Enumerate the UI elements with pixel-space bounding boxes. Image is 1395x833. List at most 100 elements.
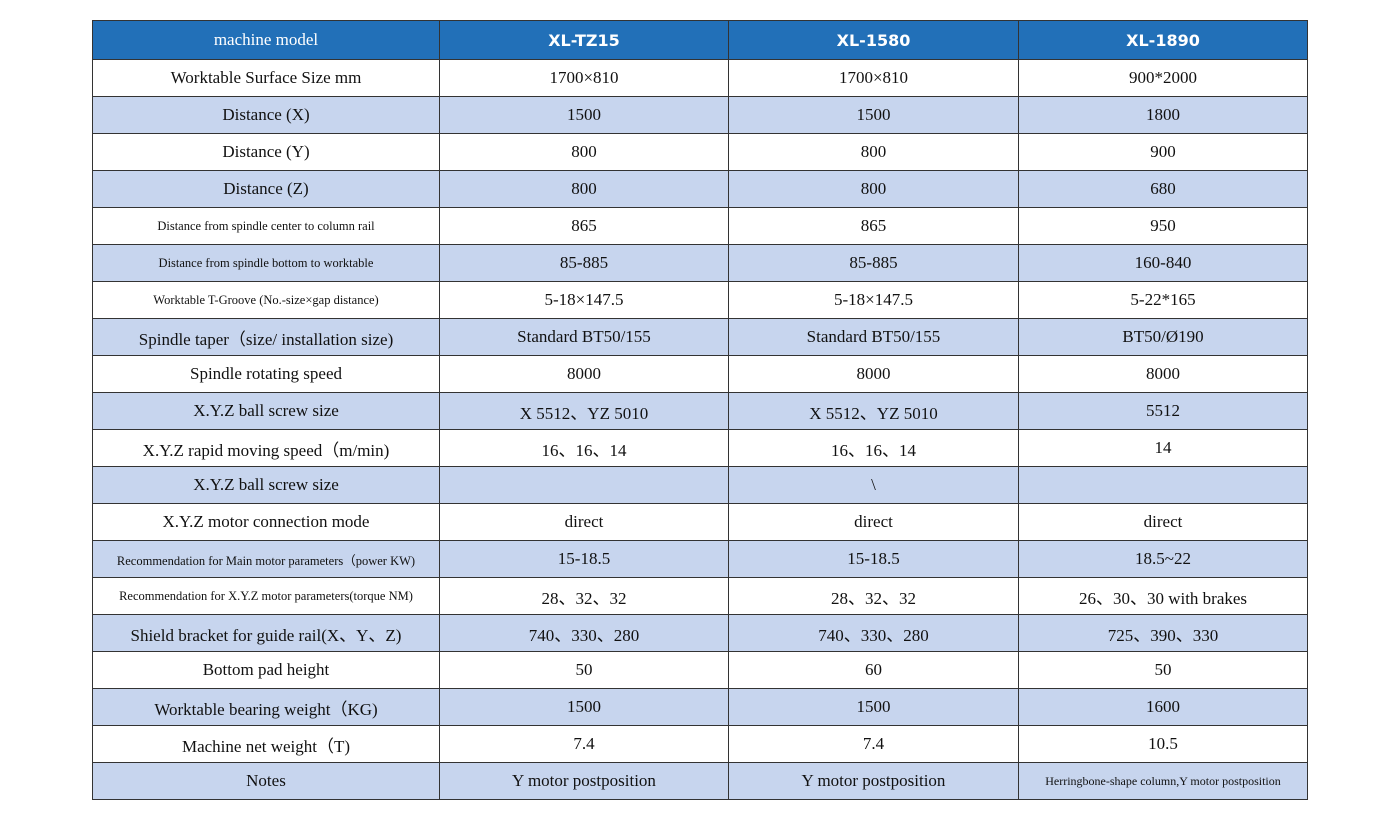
spec-value: 1700×810 (439, 59, 729, 97)
spec-value: 7.4 (728, 725, 1019, 763)
spec-value: 7.4 (439, 725, 729, 763)
spec-value: 740、330、280 (439, 614, 729, 652)
spec-value: 15-18.5 (439, 540, 729, 578)
spec-value: 1500 (728, 688, 1019, 726)
spec-value: 14 (1018, 429, 1308, 467)
spec-value: 800 (728, 133, 1019, 171)
table-body: Worktable Surface Size mm 1700×810 1700×81… (92, 59, 1308, 800)
spec-value: 26、30、30 with brakes (1018, 577, 1308, 615)
spec-value: 160-840 (1018, 244, 1308, 282)
spec-row: Bottom pad height 50 60 50 (92, 651, 1308, 689)
spec-value: 800 (439, 133, 729, 171)
spec-row: Worktable bearing weight（KG) 1500 1500 1600 (92, 688, 1308, 726)
spec-row: Shield bracket for guide rail(X、Y、Z) 740、… (92, 614, 1308, 652)
spec-value: Standard BT50/155 (439, 318, 729, 356)
spec-value: 740、330、280 (728, 614, 1019, 652)
spec-value: 725、390、330 (1018, 614, 1308, 652)
spec-label: X.Y.Z ball screw size (92, 392, 440, 430)
spec-label: Distance (Z) (92, 170, 440, 208)
spec-value: Herringbone-shape column,Y motor postpos… (1018, 762, 1308, 800)
spec-label: Machine net weight（T) (92, 725, 440, 763)
spec-value (1018, 466, 1308, 504)
spec-label: Bottom pad height (92, 651, 440, 689)
spec-value: direct (1018, 503, 1308, 541)
spec-value: 85-885 (728, 244, 1019, 282)
spec-value: Y motor postposition (728, 762, 1019, 800)
spec-label: Worktable T-Groove (No.-size×gap distanc… (92, 281, 440, 319)
spec-value: X 5512、YZ 5010 (439, 392, 729, 430)
spec-value: 5512 (1018, 392, 1308, 430)
spec-value: 8000 (1018, 355, 1308, 393)
spec-label: Spindle taper（size/ installation size) (92, 318, 440, 356)
spec-value: 60 (728, 651, 1019, 689)
spec-value: 5-22*165 (1018, 281, 1308, 319)
spec-value: 1800 (1018, 96, 1308, 134)
spec-row: Distance from spindle center to column r… (92, 207, 1308, 245)
header-row: machine model XL-TZ15 XL-1580 XL-1890 (92, 20, 1308, 60)
spec-row: Spindle rotating speed 8000 8000 8000 (92, 355, 1308, 393)
spec-value: 18.5~22 (1018, 540, 1308, 578)
spec-row: Worktable T-Groove (No.-size×gap distanc… (92, 281, 1308, 319)
spec-row: Recommendation for Main motor parameters… (92, 540, 1308, 578)
model-name: XL-TZ15 (439, 20, 729, 60)
spec-value: 50 (439, 651, 729, 689)
spec-label: X.Y.Z motor connection mode (92, 503, 440, 541)
spec-row: Distance (Z) 800 800 680 (92, 170, 1308, 208)
spec-row: X.Y.Z motor connection mode direct direct d… (92, 503, 1308, 541)
spec-value: 16、16、14 (728, 429, 1019, 467)
spec-label: Shield bracket for guide rail(X、Y、Z) (92, 614, 440, 652)
spec-value: direct (728, 503, 1019, 541)
spec-row: Worktable Surface Size mm 1700×810 1700×81… (92, 59, 1308, 97)
spec-value (439, 466, 729, 504)
spec-value: 865 (728, 207, 1019, 245)
spec-value: BT50/Ø190 (1018, 318, 1308, 356)
spec-row: Machine net weight（T) 7.4 7.4 10.5 (92, 725, 1308, 763)
spec-label: X.Y.Z rapid moving speed（m/min) (92, 429, 440, 467)
spec-value: 1500 (439, 96, 729, 134)
spec-row: Distance from spindle bottom to worktabl… (92, 244, 1308, 282)
spec-value: 10.5 (1018, 725, 1308, 763)
spec-value: 28、32、32 (728, 577, 1019, 615)
spec-row: Distance (Y) 800 800 900 (92, 133, 1308, 171)
header-label: machine model (92, 20, 440, 60)
spec-value: 1500 (439, 688, 729, 726)
spec-label: Distance from spindle center to column r… (92, 207, 440, 245)
spec-row: X.Y.Z rapid moving speed（m/min) 16、16、14 1… (92, 429, 1308, 467)
spec-value: 5-18×147.5 (728, 281, 1019, 319)
spec-value: \ (728, 466, 1019, 504)
spec-value: 5-18×147.5 (439, 281, 729, 319)
spec-value: Standard BT50/155 (728, 318, 1019, 356)
spec-label: Recommendation for Main motor parameters… (92, 540, 440, 578)
spec-row: Recommendation for X.Y.Z motor parameter… (92, 577, 1308, 615)
spec-value: 800 (439, 170, 729, 208)
spec-label: Recommendation for X.Y.Z motor parameter… (92, 577, 440, 615)
spec-label: Distance (Y) (92, 133, 440, 171)
spec-label: Worktable Surface Size mm (92, 59, 440, 97)
spec-value: 85-885 (439, 244, 729, 282)
spec-value: X 5512、YZ 5010 (728, 392, 1019, 430)
spec-value: 865 (439, 207, 729, 245)
spec-value: 8000 (439, 355, 729, 393)
spec-value: 1500 (728, 96, 1019, 134)
spec-label: Spindle rotating speed (92, 355, 440, 393)
spec-value: 28、32、32 (439, 577, 729, 615)
spec-value: 900*2000 (1018, 59, 1308, 97)
model-name: XL-1890 (1018, 20, 1308, 60)
spec-label: Distance from spindle bottom to worktabl… (92, 244, 440, 282)
spec-value: 900 (1018, 133, 1308, 171)
spec-value: Y motor postposition (439, 762, 729, 800)
spec-row: Spindle taper（size/ installation size) St… (92, 318, 1308, 356)
spec-value: 1700×810 (728, 59, 1019, 97)
spec-label: Notes (92, 762, 440, 800)
spec-row: Distance (X) 1500 1500 1800 (92, 96, 1308, 134)
model-name: XL-1580 (728, 20, 1019, 60)
spec-value: 680 (1018, 170, 1308, 208)
spec-row: Notes Y motor postposition Y motor postpos… (92, 762, 1308, 800)
spec-row: X.Y.Z ball screw size \ (92, 466, 1308, 504)
spec-value: 1600 (1018, 688, 1308, 726)
spec-label: Distance (X) (92, 96, 440, 134)
spec-value: 15-18.5 (728, 540, 1019, 578)
spec-label: Worktable bearing weight（KG) (92, 688, 440, 726)
spec-table: machine model XL-TZ15 XL-1580 XL-1890 Workt… (92, 20, 1308, 800)
spec-value: 50 (1018, 651, 1308, 689)
